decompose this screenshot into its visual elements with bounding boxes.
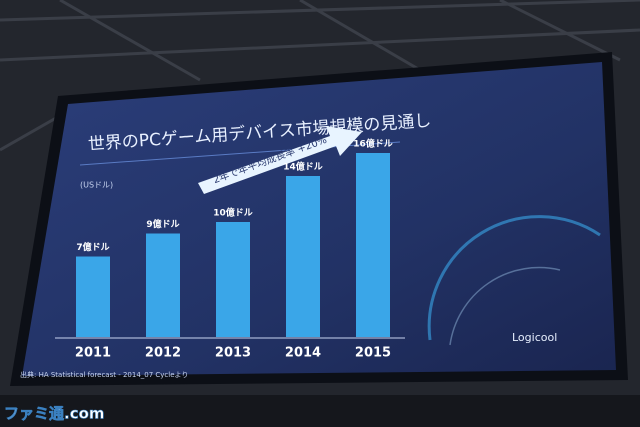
bar-chart: 7億ドル 2011 9億ドル 2012 10億ドル 2013 14億ドル 2014 16億ドル 2…: [75, 138, 393, 361]
value-label: 9億ドル: [146, 218, 179, 230]
value-label: 7億ドル: [76, 241, 109, 253]
value-label: 10億ドル: [213, 207, 253, 219]
source-note: 出典: HA Statistical forecast - 2014_07 Cy…: [20, 370, 188, 379]
watermark: ファミ通.com: [4, 405, 105, 423]
growth-arrow: [198, 126, 362, 194]
value-label: 14億ドル: [283, 161, 323, 173]
floor: [0, 395, 640, 427]
logo: Logicool: [512, 331, 557, 344]
x-tick-label: 2012: [145, 346, 181, 361]
decor-arc: [427, 215, 601, 341]
bar: [286, 176, 320, 337]
x-tick-label: 2011: [75, 346, 111, 361]
bar: [76, 256, 110, 337]
x-tick-label: 2015: [355, 346, 391, 361]
x-tick-label: 2013: [215, 346, 251, 361]
bar: [356, 153, 390, 337]
bar: [146, 233, 180, 337]
x-tick-label: 2014: [285, 346, 321, 361]
unit-label: (USドル): [80, 181, 113, 190]
truss: [0, 0, 640, 152]
decor-arc: [449, 266, 561, 346]
value-label: 16億ドル: [353, 138, 393, 150]
bar: [216, 222, 250, 337]
